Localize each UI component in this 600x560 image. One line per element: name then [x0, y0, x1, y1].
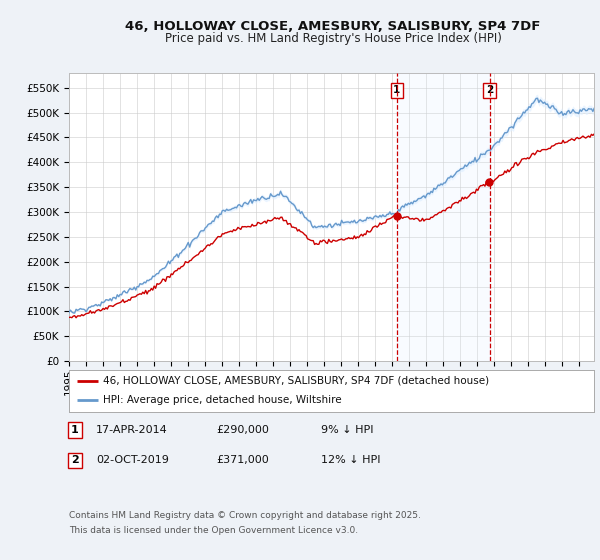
Text: 1: 1 [71, 425, 79, 435]
Text: HPI: Average price, detached house, Wiltshire: HPI: Average price, detached house, Wilt… [103, 395, 342, 405]
Text: Price paid vs. HM Land Registry's House Price Index (HPI): Price paid vs. HM Land Registry's House … [164, 32, 502, 45]
Text: 46, HOLLOWAY CLOSE, AMESBURY, SALISBURY, SP4 7DF (detached house): 46, HOLLOWAY CLOSE, AMESBURY, SALISBURY,… [103, 376, 489, 386]
Text: 2: 2 [71, 455, 79, 465]
Text: 12% ↓ HPI: 12% ↓ HPI [321, 455, 380, 465]
Text: £290,000: £290,000 [216, 425, 269, 435]
Text: 1: 1 [393, 85, 400, 95]
Text: 02-OCT-2019: 02-OCT-2019 [96, 455, 169, 465]
Text: 9% ↓ HPI: 9% ↓ HPI [321, 425, 373, 435]
Text: £371,000: £371,000 [216, 455, 269, 465]
Text: 2: 2 [486, 85, 493, 95]
Text: 46, HOLLOWAY CLOSE, AMESBURY, SALISBURY, SP4 7DF: 46, HOLLOWAY CLOSE, AMESBURY, SALISBURY,… [125, 20, 541, 32]
Text: Contains HM Land Registry data © Crown copyright and database right 2025.: Contains HM Land Registry data © Crown c… [69, 511, 421, 520]
Text: 17-APR-2014: 17-APR-2014 [96, 425, 168, 435]
Text: This data is licensed under the Open Government Licence v3.0.: This data is licensed under the Open Gov… [69, 526, 358, 535]
Bar [397, 73, 490, 361]
